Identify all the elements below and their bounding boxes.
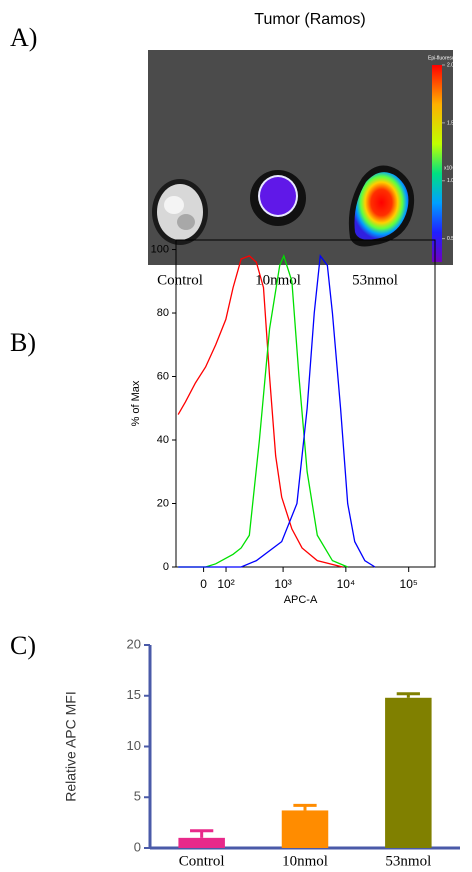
y-tick-label: 10 [127, 738, 141, 753]
y-tick-label: 40 [157, 434, 169, 446]
colorbar-tick-label: 1.5 [447, 120, 454, 126]
category-label: 53nmol [352, 272, 398, 288]
x-axis-label: APC-A [284, 594, 318, 606]
y-tick-label: 0 [163, 561, 169, 573]
y-axis-label: % of Max [130, 380, 142, 426]
y-axis-label: Relative APC MFI [63, 691, 79, 801]
panel-label: C) [10, 631, 36, 660]
panel-label: A) [10, 23, 37, 52]
bar [178, 837, 225, 848]
y-tick-label: 60 [157, 370, 169, 382]
x-tick-label: 0 [200, 577, 207, 591]
colorbar-tick-label: 0.5 [447, 236, 454, 242]
y-tick-label: 0 [134, 839, 141, 854]
histogram-line [178, 254, 376, 568]
histogram-line [177, 255, 343, 568]
tumor-control [152, 179, 208, 245]
category-label: 10nmol [282, 853, 328, 869]
y-tick-label: 80 [157, 307, 169, 319]
colorbar-tick-label: 2.0 [447, 62, 454, 68]
category-label: Control [179, 853, 225, 869]
x-tick-label: 10⁴ [337, 577, 356, 591]
x-tick-label: 10³ [274, 577, 291, 591]
category-label: Control [157, 272, 203, 288]
x-tick-label: 10⁵ [400, 577, 418, 591]
tumor-10nmol [250, 170, 306, 226]
histogram-line [178, 254, 348, 568]
chart-title: Tumor (Ramos) [254, 11, 365, 28]
y-tick-label: 100 [151, 243, 169, 255]
colorbar [432, 65, 442, 262]
bar [281, 810, 329, 848]
y-tick-label: 15 [127, 687, 141, 702]
plot-frame [175, 239, 436, 568]
category-label: 53nmol [385, 853, 431, 869]
colorbar-title: Epi-fluorescence [428, 55, 465, 61]
tumor-53nmol [348, 165, 415, 247]
bar [385, 697, 432, 848]
category-label: 10nmol [255, 272, 301, 288]
colorbar-tick-label: 1.0 [447, 178, 454, 184]
y-tick-label: 20 [157, 497, 169, 509]
y-tick-label: 20 [127, 636, 141, 651]
colorbar-unit: x10⁹ [444, 165, 454, 171]
panel-label: B) [10, 328, 36, 357]
y-tick-label: 5 [134, 789, 141, 804]
x-tick-label: 10² [217, 577, 234, 591]
